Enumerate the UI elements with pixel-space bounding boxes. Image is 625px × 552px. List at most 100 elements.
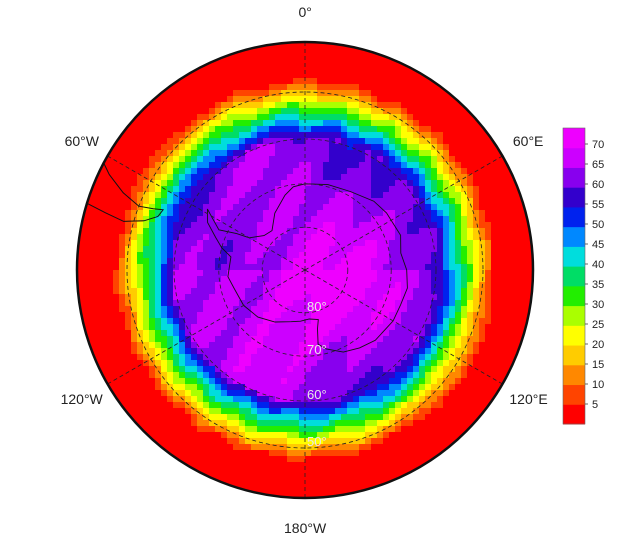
field-cell [245, 300, 252, 307]
field-cell [269, 348, 276, 355]
field-cell [299, 210, 306, 217]
field-cell [335, 108, 342, 115]
field-cell [149, 306, 156, 313]
field-cell [281, 186, 288, 193]
field-cell [233, 450, 240, 457]
field-cell [299, 192, 306, 199]
field-cell [473, 216, 480, 223]
field-cell [281, 384, 288, 391]
field-cell [347, 318, 354, 325]
field-cell [491, 240, 498, 247]
field-cell [251, 150, 258, 157]
field-cell [221, 282, 228, 289]
field-cell [305, 162, 312, 169]
field-cell [317, 186, 324, 193]
field-cell [101, 198, 108, 205]
field-cell [401, 402, 408, 409]
field-cell [419, 264, 426, 271]
field-cell [83, 300, 90, 307]
field-cell [395, 120, 402, 127]
field-cell [395, 168, 402, 175]
field-cell [191, 462, 198, 469]
field-cell [245, 444, 252, 451]
field-cell [383, 60, 390, 67]
field-cell [263, 402, 270, 409]
field-cell [419, 354, 426, 361]
field-cell [113, 336, 120, 343]
field-cell [473, 306, 480, 313]
field-cell [455, 378, 462, 385]
field-cell [335, 198, 342, 205]
field-cell [383, 246, 390, 253]
field-cell [257, 378, 264, 385]
field-cell [317, 450, 324, 457]
field-cell [293, 48, 300, 55]
field-cell [383, 288, 390, 295]
field-cell [371, 324, 378, 331]
field-cell [347, 468, 354, 475]
field-cell [467, 138, 474, 145]
field-cell [383, 222, 390, 229]
field-cell [173, 276, 180, 283]
field-cell [311, 186, 318, 193]
field-cell [521, 300, 528, 307]
field-cell [503, 354, 510, 361]
field-cell [419, 420, 426, 427]
field-cell [407, 306, 414, 313]
field-cell [317, 108, 324, 115]
field-cell [155, 366, 162, 373]
field-cell [293, 456, 300, 463]
field-cell [335, 150, 342, 157]
field-cell [251, 270, 258, 277]
field-cell [455, 432, 462, 439]
field-cell [317, 234, 324, 241]
field-cell [395, 186, 402, 193]
field-cell [479, 150, 486, 157]
field-cell [281, 60, 288, 67]
field-cell [419, 300, 426, 307]
field-cell [215, 246, 222, 253]
field-cell [449, 132, 456, 139]
field-cell [389, 84, 396, 91]
field-cell [377, 234, 384, 241]
field-cell [413, 258, 420, 265]
field-cell [155, 324, 162, 331]
field-cell [233, 102, 240, 109]
field-cell [455, 408, 462, 415]
field-cell [155, 174, 162, 181]
field-cell [287, 168, 294, 175]
field-cell [185, 456, 192, 463]
field-cell [377, 312, 384, 319]
field-cell [359, 174, 366, 181]
field-cell [311, 312, 318, 319]
field-cell [227, 480, 234, 487]
field-cell [323, 126, 330, 133]
field-cell [407, 360, 414, 367]
field-cell [359, 138, 366, 145]
field-cell [245, 78, 252, 85]
field-cell [311, 234, 318, 241]
field-cell [269, 60, 276, 67]
field-cell [107, 294, 114, 301]
field-cell [155, 348, 162, 355]
field-cell [419, 348, 426, 355]
field-cell [359, 186, 366, 193]
field-cell [263, 174, 270, 181]
field-cell [209, 390, 216, 397]
field-cell [353, 486, 360, 493]
field-cell [437, 186, 444, 193]
field-cell [353, 102, 360, 109]
field-cell [227, 420, 234, 427]
field-cell [275, 132, 282, 139]
field-cell [395, 378, 402, 385]
field-cell [287, 42, 294, 49]
field-cell [515, 228, 522, 235]
field-cell [317, 66, 324, 73]
field-cell [101, 312, 108, 319]
field-cell [185, 156, 192, 163]
field-cell [83, 324, 90, 331]
field-cell [329, 138, 336, 145]
field-cell [185, 372, 192, 379]
field-cell [401, 438, 408, 445]
field-cell [455, 114, 462, 121]
